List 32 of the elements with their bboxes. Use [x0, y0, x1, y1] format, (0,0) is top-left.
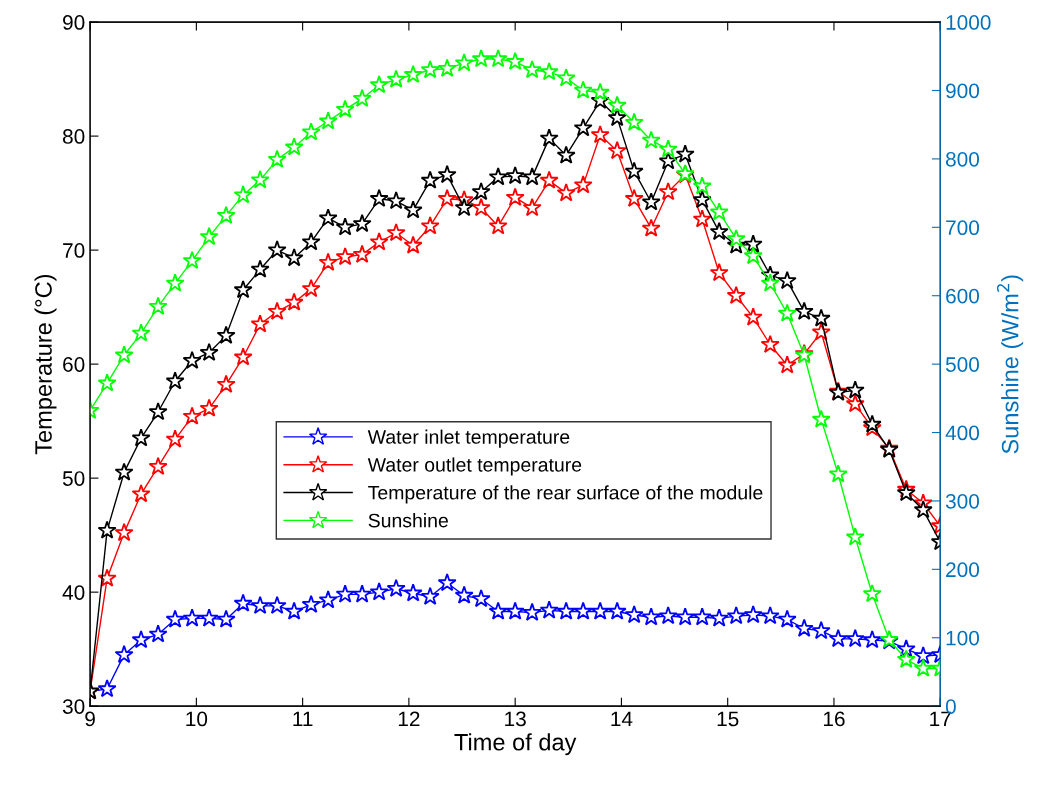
legend-label: Water outlet temperature	[367, 457, 582, 476]
y2-tick-label: 600	[946, 288, 980, 304]
y2-tick-label: 900	[946, 83, 980, 99]
x-tick-label: 12	[398, 711, 420, 727]
x-tick-label: 14	[611, 711, 633, 727]
x-axis-title: Time of day	[454, 733, 577, 756]
x-tick-label: 9	[85, 711, 95, 727]
x-tick-label: 15	[717, 711, 739, 727]
y2-axis-title: Sunshine (W/m$^{2}$)	[996, 275, 1024, 454]
legend-label: Temperature of the rear surface of the module	[368, 485, 763, 504]
y-tick-label: 80	[62, 129, 85, 144]
y2-tick-label: 200	[946, 562, 980, 578]
y2-tick-label: 400	[945, 425, 980, 441]
y2-tick-label: 100	[946, 630, 980, 646]
legend-label: Sunshine	[368, 513, 448, 528]
y-tick-label: 90	[63, 15, 85, 30]
y-tick-label: 40	[62, 585, 85, 600]
y2-tick-label: 500	[945, 357, 980, 372]
x-tick-label: 10	[186, 711, 208, 727]
x-tick-label: 11	[293, 711, 313, 727]
y2-tick-label: 1000	[946, 15, 991, 30]
y2-tick-label: 800	[945, 151, 980, 167]
x-tick-label: 13	[505, 711, 526, 727]
y2-tick-label: 300	[945, 493, 980, 509]
y-axis-title: Temperature (°C)	[34, 274, 57, 455]
x-tick-label: 16	[823, 711, 845, 727]
y-tick-label: 60	[63, 357, 85, 372]
legend-label: Water inlet temperature	[367, 429, 570, 448]
y-tick-label: 30	[62, 699, 85, 714]
y2-tick-label: 700	[946, 220, 980, 236]
y-tick-label: 50	[62, 471, 85, 486]
y-tick-label: 70	[63, 243, 85, 258]
